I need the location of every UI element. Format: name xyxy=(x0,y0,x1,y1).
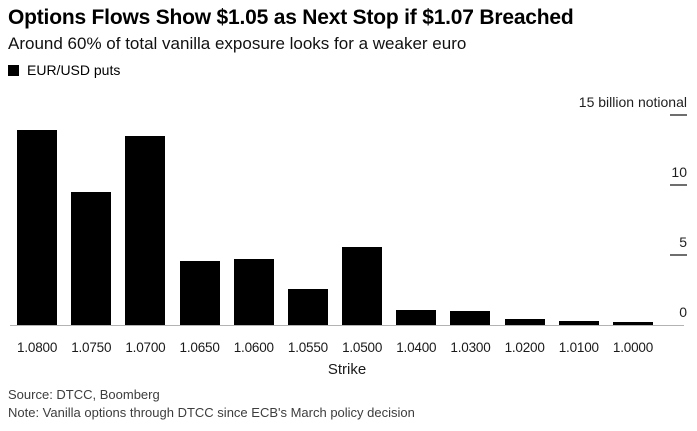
y-tick-dash-10 xyxy=(670,184,687,186)
legend-swatch-icon xyxy=(8,64,19,76)
y-tick-dash-5 xyxy=(670,254,687,256)
x-tick-label-1.0300: 1.0300 xyxy=(450,340,491,355)
bar-1.0550 xyxy=(287,288,328,325)
bar-slot xyxy=(118,115,172,325)
bar-1.0700 xyxy=(125,136,166,325)
x-tick-label-1.0400: 1.0400 xyxy=(396,340,437,355)
bar-slot xyxy=(173,115,227,325)
bar-1.0100 xyxy=(558,320,599,325)
bar-1.0000 xyxy=(612,322,653,325)
bar-1.0800 xyxy=(17,130,58,325)
x-tick-label-1.0000: 1.0000 xyxy=(612,340,654,355)
bar-slot xyxy=(64,115,118,325)
x-axis-title: Strike xyxy=(327,361,367,378)
x-tick-label-1.0100: 1.0100 xyxy=(558,340,599,355)
bar-1.0200 xyxy=(504,318,545,325)
x-tick-label-1.0750: 1.0750 xyxy=(71,340,112,355)
bar-1.0400 xyxy=(396,309,437,325)
bar-slot xyxy=(552,115,606,325)
x-tick-label-1.0650: 1.0650 xyxy=(179,340,220,355)
bar-slot xyxy=(281,115,335,325)
bar-slot xyxy=(498,115,552,325)
chart-subtitle: Around 60% of total vanilla exposure loo… xyxy=(8,34,467,53)
bar-slot xyxy=(10,115,64,325)
chart-title: Options Flows Show $1.05 as Next Stop if… xyxy=(8,6,574,29)
bar-1.0650 xyxy=(179,260,220,325)
plot-area xyxy=(10,115,660,325)
x-axis-tick-labels: 1.0800 1.0750 1.0700 1.0650 1.0600 1.0550 1.05… xyxy=(10,340,660,356)
bar-1.0500 xyxy=(342,246,383,325)
x-tick-label-1.0500: 1.0500 xyxy=(342,340,383,355)
bar-slot xyxy=(606,115,660,325)
x-tick-label-1.0550: 1.0550 xyxy=(287,340,328,355)
bar-slot xyxy=(227,115,281,325)
y-tick-label-15: 15 billion notional xyxy=(578,94,687,110)
bar-slot xyxy=(443,115,497,325)
bar-slot xyxy=(335,115,389,325)
y-tick-label-0: 0 xyxy=(679,304,687,320)
source-text: Source: DTCC, Boomberg xyxy=(8,387,160,402)
x-tick-label-1.0700: 1.0700 xyxy=(125,340,166,355)
y-tick-dash-15 xyxy=(670,114,687,116)
footer: Source: DTCC, Boomberg Note: Vanilla opt… xyxy=(8,386,415,421)
legend-label: EUR/USD puts xyxy=(27,62,121,78)
y-tick-label-5: 5 xyxy=(679,234,687,250)
bar-1.0600 xyxy=(233,259,274,325)
x-tick-label-1.0600: 1.0600 xyxy=(233,340,274,355)
x-tick-label-1.0200: 1.0200 xyxy=(504,340,545,355)
y-tick-label-10: 10 xyxy=(671,164,687,180)
bar-1.0300 xyxy=(450,311,491,325)
x-tick-label-1.0800: 1.0800 xyxy=(17,340,58,355)
note-text: Note: Vanilla options through DTCC since… xyxy=(8,404,415,420)
x-axis-baseline xyxy=(10,325,684,326)
bar-slot xyxy=(389,115,443,325)
legend: EUR/USD puts xyxy=(8,62,120,78)
bar-1.0750 xyxy=(71,192,112,325)
